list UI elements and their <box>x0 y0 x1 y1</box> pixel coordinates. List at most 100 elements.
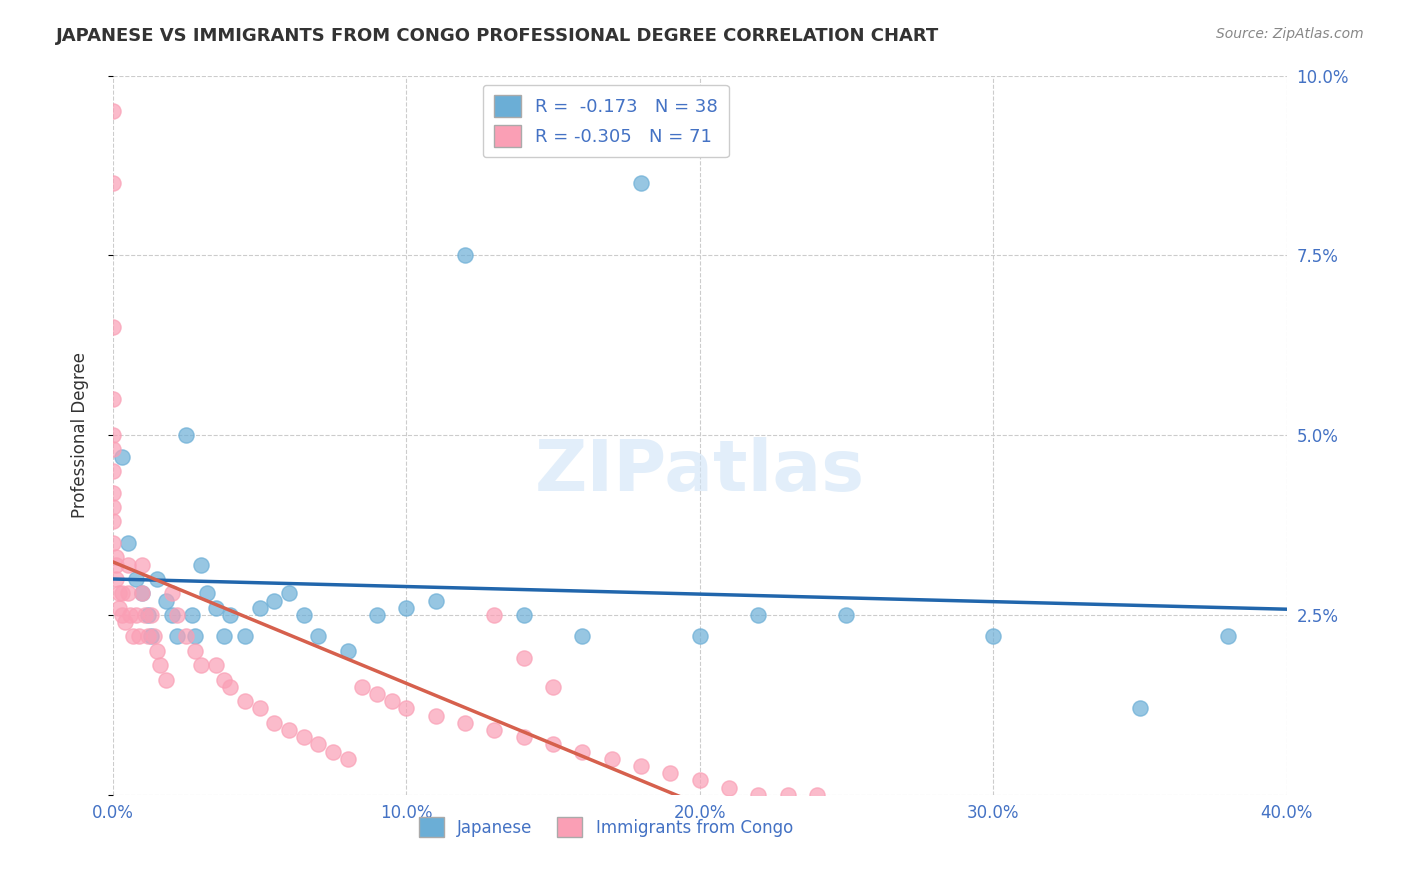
Point <box>101 442 124 457</box>
Point <box>101 536 124 550</box>
Point <box>104 558 127 572</box>
Point <box>835 607 858 622</box>
Text: JAPANESE VS IMMIGRANTS FROM CONGO PROFESSIONAL DEGREE CORRELATION CHART: JAPANESE VS IMMIGRANTS FROM CONGO PROFES… <box>56 27 939 45</box>
Point <box>104 550 127 565</box>
Point <box>718 780 741 795</box>
Y-axis label: Professional Degree: Professional Degree <box>72 352 89 518</box>
Point <box>277 723 299 737</box>
Point <box>204 600 226 615</box>
Point <box>160 586 183 600</box>
Point <box>806 788 828 802</box>
Point <box>174 630 197 644</box>
Point <box>336 752 359 766</box>
Point <box>190 658 212 673</box>
Point <box>101 320 124 334</box>
Point <box>125 607 148 622</box>
Point <box>366 687 388 701</box>
Point <box>381 694 404 708</box>
Point <box>101 485 124 500</box>
Point <box>190 558 212 572</box>
Point <box>120 607 142 622</box>
Point <box>131 586 153 600</box>
Point <box>142 630 165 644</box>
Point <box>214 630 236 644</box>
Legend: Japanese, Immigrants from Congo: Japanese, Immigrants from Congo <box>412 810 800 844</box>
Point <box>512 730 534 744</box>
Point <box>111 450 134 464</box>
Point <box>139 630 162 644</box>
Point <box>233 694 256 708</box>
Point <box>541 737 564 751</box>
Point <box>630 759 652 773</box>
Point <box>101 500 124 514</box>
Point <box>277 586 299 600</box>
Point <box>114 615 136 629</box>
Point <box>484 607 506 622</box>
Point <box>166 607 188 622</box>
Point <box>136 630 159 644</box>
Point <box>101 428 124 442</box>
Point <box>454 715 477 730</box>
Point <box>307 630 329 644</box>
Point <box>571 630 593 644</box>
Point <box>512 607 534 622</box>
Point <box>366 607 388 622</box>
Point <box>336 644 359 658</box>
Point <box>117 536 139 550</box>
Point <box>107 586 129 600</box>
Point <box>101 392 124 406</box>
Point <box>131 558 153 572</box>
Point <box>571 745 593 759</box>
Point <box>107 600 129 615</box>
Point <box>292 607 315 622</box>
Point <box>352 680 374 694</box>
Point <box>1129 701 1152 715</box>
Point <box>155 593 177 607</box>
Point <box>146 644 169 658</box>
Point <box>184 630 207 644</box>
Point <box>689 630 711 644</box>
Point <box>395 600 418 615</box>
Point <box>981 630 1004 644</box>
Point <box>181 607 204 622</box>
Text: ZIPatlas: ZIPatlas <box>534 436 865 506</box>
Point <box>166 630 188 644</box>
Point <box>128 630 150 644</box>
Point <box>117 586 139 600</box>
Point <box>263 593 285 607</box>
Point <box>541 680 564 694</box>
Point <box>184 644 207 658</box>
Point <box>425 593 447 607</box>
Point <box>322 745 344 759</box>
Point <box>747 607 769 622</box>
Point <box>454 248 477 262</box>
Point <box>136 607 159 622</box>
Text: Source: ZipAtlas.com: Source: ZipAtlas.com <box>1216 27 1364 41</box>
Point <box>204 658 226 673</box>
Point <box>195 586 218 600</box>
Point <box>512 651 534 665</box>
Point <box>125 572 148 586</box>
Point <box>659 766 682 780</box>
Point <box>139 607 162 622</box>
Point <box>160 607 183 622</box>
Point <box>600 752 623 766</box>
Point <box>122 630 145 644</box>
Point <box>776 788 799 802</box>
Point <box>146 572 169 586</box>
Point <box>149 658 172 673</box>
Point <box>104 572 127 586</box>
Point <box>484 723 506 737</box>
Point <box>689 773 711 788</box>
Point <box>155 673 177 687</box>
Point <box>214 673 236 687</box>
Point <box>101 464 124 478</box>
Point <box>425 708 447 723</box>
Point <box>111 586 134 600</box>
Point <box>630 177 652 191</box>
Point <box>134 607 156 622</box>
Point <box>131 586 153 600</box>
Point <box>101 177 124 191</box>
Point <box>249 600 271 615</box>
Point <box>111 607 134 622</box>
